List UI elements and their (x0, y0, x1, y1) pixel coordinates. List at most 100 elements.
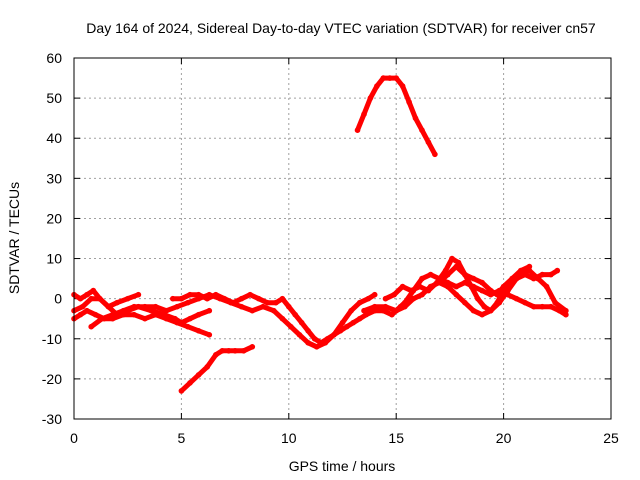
data-point (402, 303, 408, 310)
data-point (356, 299, 363, 306)
data-point (468, 283, 475, 290)
data-point (225, 348, 232, 354)
data-point (255, 295, 262, 302)
data-point (187, 315, 193, 322)
data-point (185, 323, 191, 330)
data-point (419, 127, 425, 133)
y-tick-label: 60 (46, 50, 62, 66)
data-point (279, 315, 286, 322)
data-point (313, 344, 320, 350)
data-point (513, 295, 520, 302)
data-point (131, 311, 137, 318)
data-point (331, 332, 337, 338)
data-point (221, 295, 228, 302)
data-point (410, 295, 417, 302)
data-point (298, 319, 305, 326)
data-point (195, 328, 202, 334)
data-point (539, 271, 546, 278)
data-point (453, 283, 460, 290)
data-point (195, 372, 202, 378)
data-point (419, 291, 425, 298)
data-point (496, 299, 503, 306)
data-point (470, 275, 477, 282)
data-point (204, 364, 210, 370)
data-point (393, 75, 400, 81)
data-point (178, 295, 185, 302)
data-point (148, 307, 155, 314)
y-tick-label: 30 (46, 170, 62, 186)
data-point (374, 83, 380, 89)
data-point (88, 323, 94, 330)
data-point (380, 75, 387, 81)
data-point (494, 291, 501, 298)
data-point (213, 352, 219, 358)
data-point (361, 111, 367, 117)
y-tick-label: 20 (46, 210, 62, 226)
y-axis-label: SDTVAR / TECUs (6, 182, 22, 294)
data-point (247, 291, 253, 298)
data-series (71, 75, 569, 394)
data-point (206, 332, 213, 338)
data-point (324, 336, 331, 342)
data-point (453, 263, 460, 270)
data-point (84, 307, 90, 314)
data-point (479, 287, 485, 294)
data-point (371, 303, 378, 310)
data-point (389, 311, 395, 318)
data-point (163, 307, 170, 314)
data-point (445, 271, 451, 278)
data-point (77, 311, 84, 318)
data-point (187, 291, 193, 298)
data-point (152, 311, 159, 318)
data-point (249, 344, 256, 350)
axis-ticks: 0 5 10 15 20 25 -30 -20 -10 0 10 20 30 40 50 60 (42, 50, 619, 446)
data-point (105, 303, 112, 310)
data-point (219, 348, 225, 354)
data-point (399, 283, 406, 290)
data-point (264, 299, 271, 306)
data-point (470, 307, 477, 314)
data-point (109, 311, 116, 318)
chart-title: Day 164 of 2024, Sidereal Day-to-day VTE… (86, 20, 596, 36)
data-point (163, 315, 170, 322)
data-point (273, 299, 279, 306)
x-tick-label: 5 (178, 430, 186, 446)
data-point (249, 307, 256, 314)
data-point (449, 255, 455, 262)
data-point (288, 323, 294, 330)
data-point (344, 323, 350, 330)
data-point (232, 348, 238, 354)
data-point (481, 303, 488, 310)
data-point (178, 388, 185, 394)
data-point (530, 275, 537, 282)
data-point (187, 380, 193, 386)
grid-lines (74, 58, 611, 419)
y-tick-label: 50 (46, 90, 62, 106)
series-arc-6 (178, 344, 255, 394)
data-point (487, 287, 494, 294)
data-point (518, 267, 524, 274)
data-point (419, 275, 425, 282)
data-point (462, 299, 468, 306)
data-point (365, 295, 372, 302)
data-point (552, 299, 558, 306)
data-point (348, 307, 354, 314)
data-point (174, 319, 180, 326)
data-point (526, 263, 533, 270)
data-point (296, 332, 303, 338)
data-point (354, 127, 361, 133)
data-point (124, 295, 131, 302)
data-point (432, 151, 438, 158)
data-point (230, 299, 236, 306)
y-tick-label: -20 (42, 371, 62, 387)
data-point (425, 139, 432, 145)
data-point (406, 99, 412, 105)
data-point (142, 303, 148, 310)
data-point (479, 311, 485, 318)
data-point (174, 303, 180, 310)
data-point (445, 283, 451, 290)
data-point (522, 271, 528, 278)
x-axis-label: GPS time / hours (289, 458, 396, 474)
data-point (417, 283, 423, 290)
data-point (120, 307, 127, 314)
